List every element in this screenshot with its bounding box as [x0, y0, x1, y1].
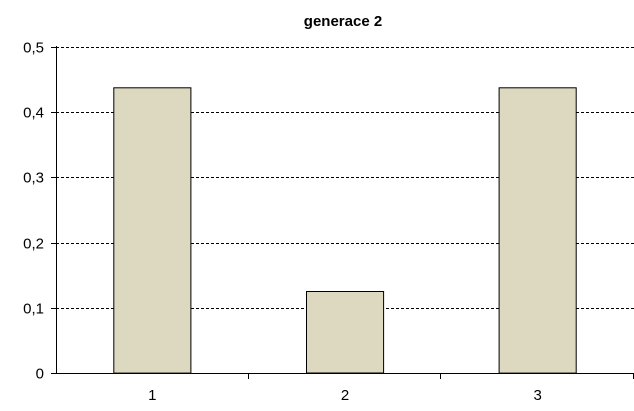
chart-title: generace 2: [304, 13, 382, 30]
x-tick-label: 1: [148, 387, 156, 404]
y-tick-label: 0: [36, 366, 44, 383]
y-tick-label: 0,2: [23, 236, 44, 253]
x-tick-label: 3: [534, 387, 542, 404]
x-tick-label: 2: [341, 387, 349, 404]
bar: [498, 87, 577, 374]
bars: [113, 87, 577, 374]
y-axis-ticks: 0 0,1 0,2 0,3 0,4 0,5: [23, 40, 56, 383]
x-axis-ticks: 1 2 3: [148, 373, 634, 404]
y-tick-label: 0,1: [23, 301, 44, 318]
y-tick-label: 0,3: [23, 170, 44, 187]
bar: [113, 87, 192, 374]
y-tick-label: 0,5: [23, 40, 44, 57]
bar: [306, 291, 385, 374]
axes: [56, 46, 634, 374]
y-tick-label: 0,4: [23, 105, 44, 122]
